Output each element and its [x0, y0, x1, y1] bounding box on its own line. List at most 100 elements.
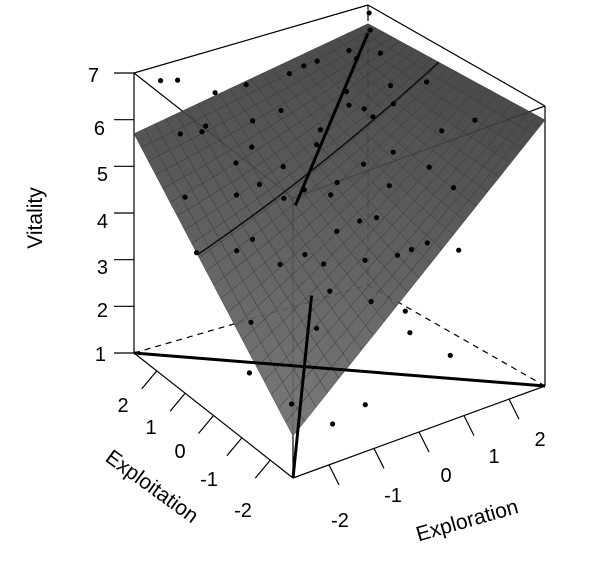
x-tick — [328, 464, 340, 486]
y-axis-title: Exploitation — [101, 446, 202, 528]
y-tick — [254, 459, 271, 479]
data-point — [286, 71, 292, 77]
data-point — [314, 325, 320, 331]
data-point — [327, 288, 333, 294]
data-point — [447, 352, 453, 358]
y-tick-label: -1 — [200, 469, 218, 491]
data-point — [373, 215, 380, 221]
data-point — [246, 370, 252, 376]
data-point — [243, 82, 249, 88]
data-point — [328, 192, 334, 198]
box-edge — [367, 4, 546, 107]
data-point — [233, 160, 239, 166]
x-tick-label: 1 — [488, 446, 499, 468]
data-point — [256, 181, 263, 187]
data-point — [439, 128, 445, 134]
plot-box-front-edges — [133, 32, 546, 479]
z-tick-label: 6 — [94, 118, 105, 140]
z-tick-label: 4 — [97, 211, 108, 233]
data-point — [368, 298, 374, 305]
x-axis-tick-labels: -2 -1 0 1 2 — [331, 429, 545, 532]
data-point — [233, 192, 240, 198]
x-tick — [508, 398, 520, 420]
y-tick — [169, 392, 186, 412]
data-point — [234, 248, 240, 254]
data-point — [362, 402, 368, 408]
z-axis-title: Vitality — [24, 187, 47, 249]
box-edge — [133, 352, 294, 479]
data-point — [390, 101, 396, 107]
data-point — [394, 252, 400, 258]
data-point — [472, 117, 478, 123]
x-tick-label: -1 — [384, 485, 402, 507]
data-point — [370, 114, 376, 120]
data-point — [248, 319, 254, 325]
box-edge — [292, 385, 546, 479]
data-point — [361, 106, 367, 112]
x-axis-title: Exploration — [414, 495, 521, 546]
data-point — [367, 27, 373, 33]
data-point — [182, 194, 188, 200]
response-surface — [133, 23, 546, 437]
data-point — [386, 183, 392, 189]
data-point — [288, 401, 295, 407]
data-point — [193, 250, 200, 256]
data-point — [426, 164, 432, 170]
data-point — [346, 102, 352, 108]
z-tick-label: 3 — [97, 257, 108, 279]
surface-diagonal — [294, 32, 370, 206]
data-point — [249, 236, 256, 242]
data-point — [317, 127, 323, 133]
floor-diagonal — [291, 295, 314, 479]
box-edge — [133, 4, 369, 74]
x-tick-label: 2 — [534, 429, 545, 451]
y-tick-label: 1 — [145, 417, 156, 439]
data-point — [377, 50, 383, 56]
y-tick-label: -2 — [234, 500, 252, 522]
y-tick — [198, 415, 214, 434]
data-point — [158, 78, 164, 84]
data-point — [175, 77, 181, 83]
data-point — [330, 421, 336, 427]
floor-diagonal — [133, 351, 546, 388]
z-tick-label: 2 — [97, 300, 108, 322]
data-point — [361, 161, 367, 167]
data-point — [402, 308, 408, 314]
data-point — [346, 47, 352, 54]
data-point — [281, 195, 287, 201]
x-tick-label: 0 — [440, 465, 451, 487]
data-point — [388, 83, 394, 89]
x-tick-label: -2 — [331, 510, 349, 532]
data-point — [177, 131, 183, 137]
data-point — [407, 330, 413, 336]
data-point — [199, 129, 205, 135]
y-axis-tick-labels: 2 1 0 -1 -2 — [117, 395, 251, 522]
data-point — [212, 90, 218, 96]
data-point — [424, 79, 430, 85]
data-point — [203, 123, 209, 129]
x-tick — [418, 431, 430, 453]
data-point — [408, 247, 415, 253]
y-tick-label: 0 — [174, 441, 185, 463]
x-tick — [463, 415, 475, 436]
data-point — [280, 164, 286, 170]
data-point — [278, 107, 284, 114]
data-points — [158, 10, 478, 427]
data-point — [249, 144, 255, 150]
data-point — [314, 58, 320, 64]
data-point — [450, 185, 457, 191]
y-tick — [226, 437, 243, 457]
data-point — [334, 179, 340, 186]
axis-ticks — [114, 72, 520, 486]
z-tick-label: 7 — [88, 65, 99, 87]
data-point — [424, 240, 430, 246]
data-point — [334, 228, 340, 234]
data-point — [390, 149, 396, 155]
data-point — [277, 261, 283, 267]
z-tick-label: 1 — [95, 344, 106, 366]
data-point — [314, 142, 320, 148]
data-point — [357, 218, 363, 224]
data-point — [301, 63, 307, 69]
z-tick-label: 5 — [97, 164, 108, 186]
data-point — [250, 118, 256, 124]
